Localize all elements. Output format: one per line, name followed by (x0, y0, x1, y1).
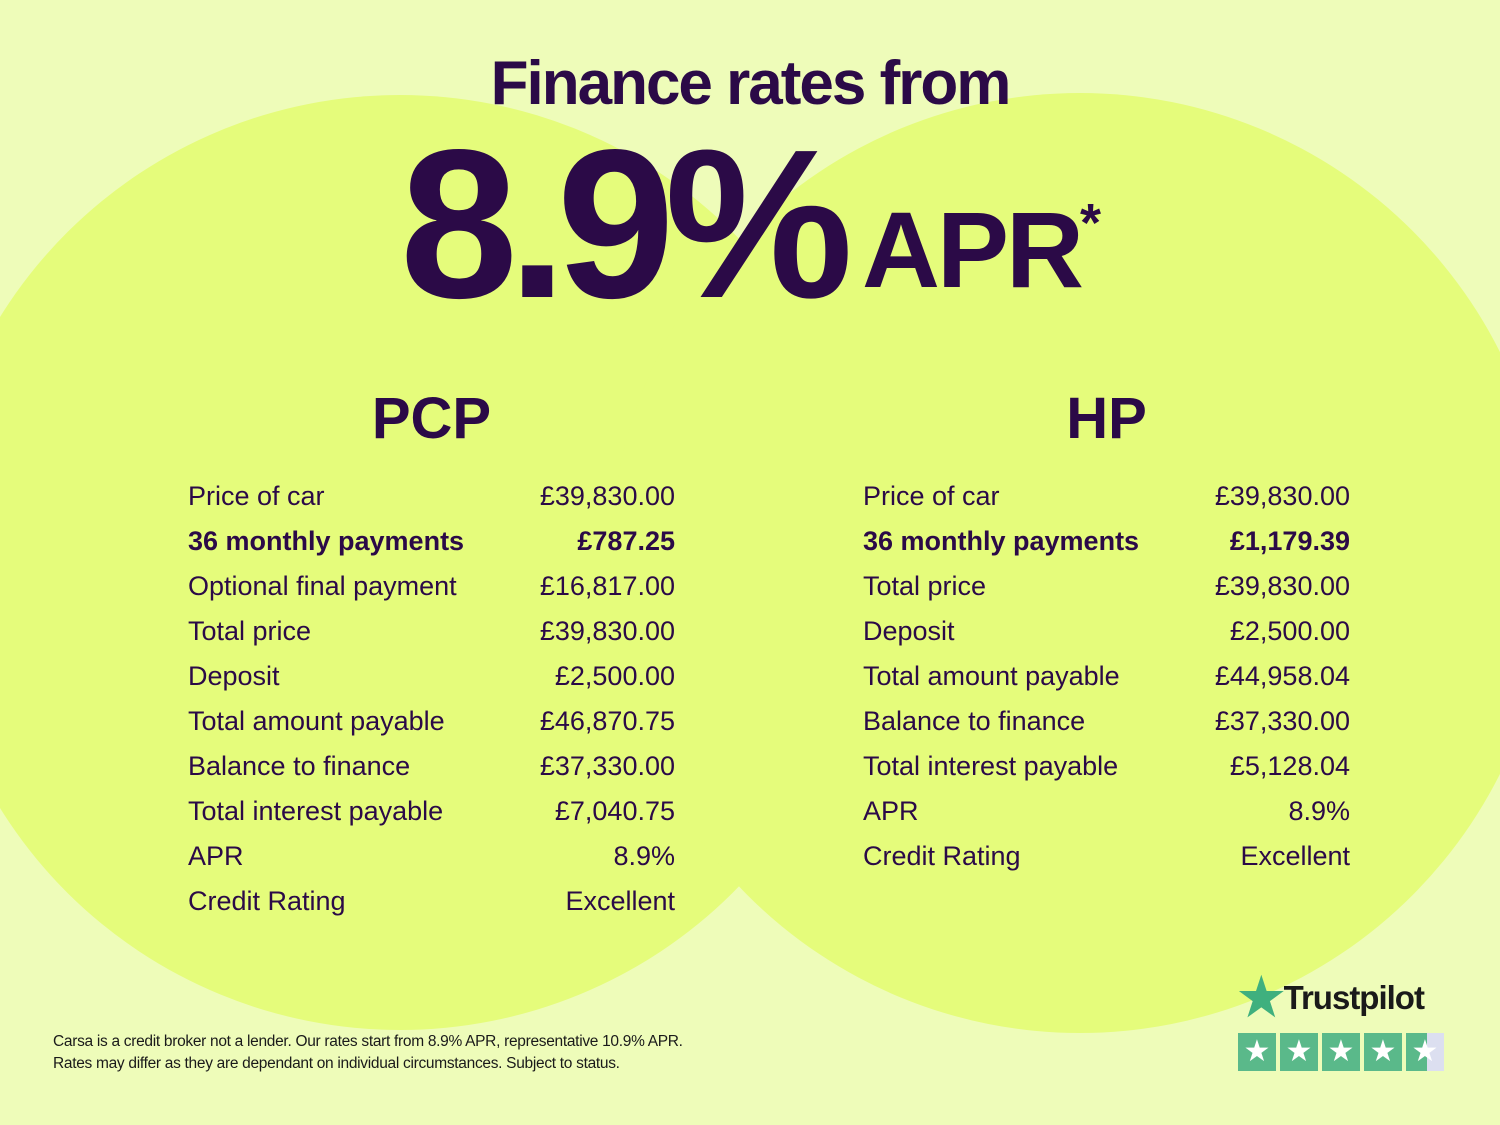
row-value: £44,958.04 (1214, 661, 1350, 691)
row-value: £2,500.00 (1229, 616, 1350, 646)
hp-table: HP Price of car £39,830.00 36 monthly paym… (863, 385, 1350, 879)
disclaimer: Carsa is a credit broker not a lender. O… (53, 1031, 683, 1075)
row-value: £7,040.75 (554, 796, 675, 826)
row-value: £1,179.39 (1229, 526, 1350, 556)
row-label: Credit Rating (188, 886, 346, 916)
table-row: Balance to finance £37,330.00 (188, 744, 675, 789)
hp-title: HP (1066, 386, 1147, 451)
table-row: APR 8.9% (188, 834, 675, 879)
row-value: £37,330.00 (539, 751, 675, 781)
row-label: Total interest payable (188, 796, 444, 826)
row-label: 36 monthly payments (863, 526, 1140, 556)
table-row: Balance to finance £37,330.00 (863, 699, 1350, 744)
row-label: Balance to finance (188, 751, 411, 781)
row-label: Total price (863, 571, 987, 601)
disclaimer-line-2: Rates may differ as they are dependant o… (53, 1055, 620, 1072)
star-icon: ★ (1406, 1033, 1444, 1071)
row-label: Deposit (188, 661, 280, 691)
row-label: Total amount payable (863, 661, 1120, 691)
table-row: Optional final payment £16,817.00 (188, 564, 675, 609)
row-value: Excellent (565, 886, 675, 916)
row-label: Credit Rating (863, 841, 1021, 871)
headline: Finance rates from (490, 49, 1012, 118)
row-value: 8.9% (613, 841, 675, 871)
row-label: Price of car (188, 481, 325, 511)
disclaimer-line-1: Carsa is a credit broker not a lender. O… (53, 1033, 683, 1050)
table-row: Price of car £39,830.00 (863, 474, 1350, 519)
row-label: APR (188, 841, 244, 871)
row-value: £39,830.00 (1214, 571, 1350, 601)
table-row: APR 8.9% (863, 789, 1350, 834)
table-row: Total interest payable £7,040.75 (188, 789, 675, 834)
rate-suffix: APR (862, 189, 1084, 310)
rate-asterisk: * (1080, 193, 1102, 253)
row-value: Excellent (1240, 841, 1350, 871)
row-label: Balance to finance (863, 706, 1086, 736)
table-row: Total amount payable £44,958.04 (863, 654, 1350, 699)
row-value: £39,830.00 (1214, 481, 1350, 511)
row-label: Total interest payable (863, 751, 1119, 781)
row-value: £46,870.75 (539, 706, 675, 736)
table-row: Credit Rating Excellent (188, 879, 675, 924)
row-value: 8.9% (1288, 796, 1350, 826)
table-row: Total price £39,830.00 (188, 609, 675, 654)
pcp-title: PCP (371, 386, 492, 451)
pcp-table: PCP Price of car £39,830.00 36 monthly pay… (188, 385, 675, 924)
trustpilot-logo: ★ Trustpilot (1238, 969, 1444, 1027)
trustpilot-rating: ★ ★ ★ ★ ★ (1238, 1033, 1444, 1071)
row-value: £16,817.00 (539, 571, 675, 601)
trustpilot-badge[interactable]: ★ Trustpilot ★ ★ ★ ★ ★ (1238, 969, 1444, 1071)
table-row: 36 monthly payments £787.25 (188, 519, 675, 564)
row-value: £5,128.04 (1229, 751, 1350, 781)
rate-value: 8.9% (400, 105, 853, 342)
row-label: Optional final payment (188, 571, 457, 601)
row-value: £39,830.00 (539, 481, 675, 511)
star-icon: ★ (1238, 969, 1285, 1027)
row-label: Deposit (863, 616, 955, 646)
row-label: APR (863, 796, 919, 826)
star-icon: ★ (1322, 1033, 1360, 1071)
row-value: £37,330.00 (1214, 706, 1350, 736)
table-row: Total interest payable £5,128.04 (863, 744, 1350, 789)
table-row: Credit Rating Excellent (863, 834, 1350, 879)
table-row: Deposit £2,500.00 (863, 609, 1350, 654)
row-value: £2,500.00 (554, 661, 675, 691)
row-label: Total amount payable (188, 706, 445, 736)
table-row: Total amount payable £46,870.75 (188, 699, 675, 744)
right-circle-decoration (610, 93, 1500, 1033)
star-icon: ★ (1238, 1033, 1276, 1071)
table-row: Deposit £2,500.00 (188, 654, 675, 699)
trustpilot-name: Trustpilot (1283, 979, 1425, 1016)
row-value: £39,830.00 (539, 616, 675, 646)
table-row: Total price £39,830.00 (863, 564, 1350, 609)
table-row: 36 monthly payments £1,179.39 (863, 519, 1350, 564)
row-label: 36 monthly payments (188, 526, 465, 556)
row-label: Total price (188, 616, 312, 646)
row-value: £787.25 (577, 526, 675, 556)
table-row: Price of car £39,830.00 (188, 474, 675, 519)
star-icon: ★ (1364, 1033, 1402, 1071)
row-label: Price of car (863, 481, 1000, 511)
star-icon: ★ (1280, 1033, 1318, 1071)
